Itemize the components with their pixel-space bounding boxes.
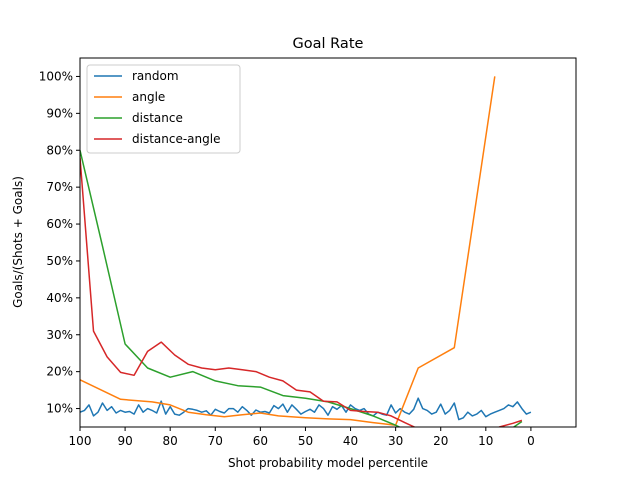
y-tick-label: 10% (46, 402, 73, 416)
x-tick-label: 70 (208, 434, 223, 448)
legend-box (86, 64, 241, 154)
series-line-distance-angle (80, 157, 523, 427)
x-tick-label: 50 (298, 434, 313, 448)
y-axis-title: Goals/(Shots + Goals) (11, 176, 25, 308)
x-tick-label: 40 (343, 434, 358, 448)
x-tick-label: 80 (163, 434, 178, 448)
legend: random angle distance distance-angle (86, 64, 241, 154)
y-tick-label: 100% (39, 69, 73, 83)
series-line-random (80, 397, 532, 421)
x-tick-label: 100 (69, 434, 92, 448)
chart-title: Goal Rate (293, 36, 364, 52)
x-tick-label: 30 (388, 434, 403, 448)
x-axis-title: Shot probability model percentile (228, 456, 428, 470)
y-axis: 10% 20% 30% 40% 50% 60% 70% 80% 90% 100% (39, 69, 80, 416)
legend-label-angle: angle (132, 90, 165, 104)
series-line-angle (80, 76, 496, 426)
y-tick-label: 80% (46, 143, 73, 157)
x-tick-label: 0 (527, 434, 535, 448)
series-layer (80, 76, 532, 427)
legend-label-distance: distance (132, 111, 183, 125)
x-tick-label: 60 (253, 434, 268, 448)
x-tick-label: 20 (433, 434, 448, 448)
y-tick-label: 30% (46, 328, 73, 342)
legend-label-distance-angle: distance-angle (132, 132, 220, 146)
series-line-distance (80, 150, 523, 427)
y-tick-label: 40% (46, 291, 73, 305)
y-tick-label: 60% (46, 217, 73, 231)
legend-label-random: random (132, 69, 179, 83)
y-tick-label: 70% (46, 180, 73, 194)
y-tick-label: 20% (46, 365, 73, 379)
x-tick-label: 90 (117, 434, 132, 448)
plot-frame (79, 57, 577, 428)
y-tick-label: 50% (46, 254, 73, 268)
x-tick-label: 10 (478, 434, 493, 448)
y-tick-label: 90% (46, 106, 73, 120)
x-axis: 100 90 80 70 60 50 40 30 20 10 0 (69, 427, 535, 448)
